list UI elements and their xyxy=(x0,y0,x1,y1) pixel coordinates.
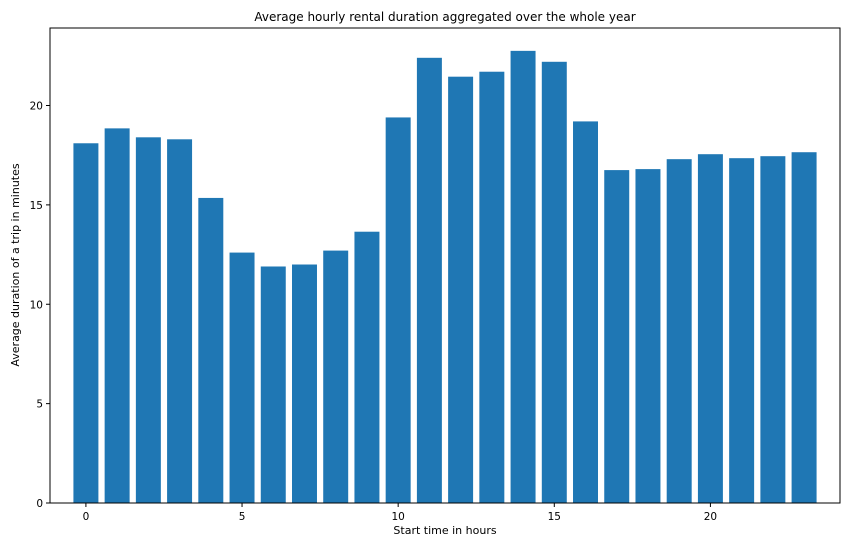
bar-hour-15 xyxy=(541,61,567,503)
bar-hour-7 xyxy=(292,264,317,503)
y-axis-ticks: 0 5 10 15 20 xyxy=(30,101,50,510)
bar-hour-9 xyxy=(354,231,380,503)
bar-hour-12 xyxy=(448,76,474,503)
bar-hour-20 xyxy=(697,154,723,503)
x-tick-label-0: 0 xyxy=(83,511,90,523)
y-tick-label-5: 5 xyxy=(36,399,43,411)
bar-hour-8 xyxy=(323,250,349,503)
y-axis-label: Average duration of a trip in minutes xyxy=(9,163,22,366)
bar-hour-13 xyxy=(479,71,505,503)
bar-hour-0 xyxy=(73,143,99,503)
bar-hour-22 xyxy=(760,156,786,503)
bar-hour-4 xyxy=(198,197,224,503)
bars-layer xyxy=(73,50,817,504)
y-tick-label-0: 0 xyxy=(36,498,43,510)
x-tick-label-5: 5 xyxy=(239,511,246,523)
bar-hour-16 xyxy=(573,121,598,503)
y-tick-label-15: 15 xyxy=(30,200,43,212)
x-axis-label: Start time in hours xyxy=(393,524,496,537)
bar-hour-3 xyxy=(167,139,193,504)
bar-hour-21 xyxy=(729,158,755,503)
chart-title: Average hourly rental duration aggregate… xyxy=(254,10,635,24)
bar-hour-14 xyxy=(510,50,536,504)
y-tick-label-10: 10 xyxy=(30,299,43,311)
x-tick-label-10: 10 xyxy=(391,511,404,523)
bar-hour-5 xyxy=(229,252,255,503)
bar-hour-11 xyxy=(416,57,442,504)
y-tick-label-20: 20 xyxy=(30,101,43,113)
x-tick-label-20: 20 xyxy=(704,511,717,523)
bar-hour-10 xyxy=(385,117,411,503)
bar-hour-6 xyxy=(260,266,286,503)
bar-hour-2 xyxy=(135,137,161,503)
plot-frame xyxy=(49,27,841,504)
bar-hour-19 xyxy=(666,159,692,504)
bar-hour-18 xyxy=(635,169,661,504)
bar-hour-17 xyxy=(604,170,630,503)
x-tick-label-15: 15 xyxy=(548,511,561,523)
bar-hour-1 xyxy=(104,128,130,503)
bar-hour-23 xyxy=(791,152,817,503)
x-axis-ticks: 0 5 10 15 20 xyxy=(83,503,717,523)
